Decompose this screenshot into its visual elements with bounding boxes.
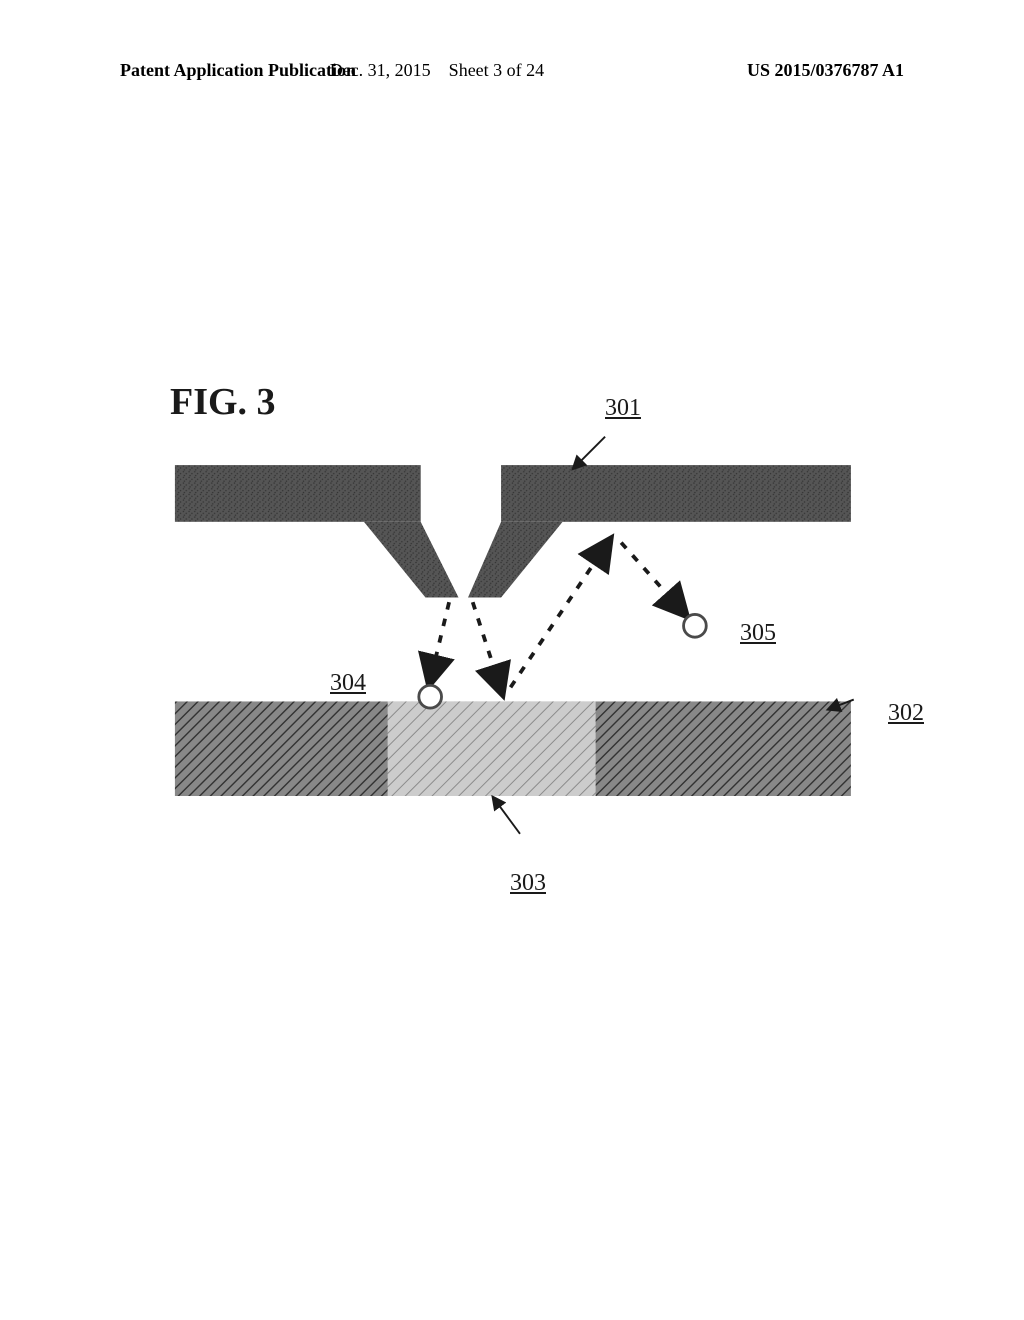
particle-trajectories <box>430 543 683 690</box>
label-303: 303 <box>510 870 546 897</box>
header-sheet: Sheet 3 of 24 <box>449 60 544 80</box>
figure-3-container: FIG. 3 <box>160 380 880 900</box>
particle-305 <box>684 614 707 637</box>
substrate <box>175 701 851 796</box>
label-301: 301 <box>605 395 641 422</box>
page-header: Patent Application Publication Dec. 31, … <box>0 60 1024 81</box>
header-date-sheet: Dec. 31, 2015 Sheet 3 of 24 <box>330 60 544 81</box>
nozzle-structure <box>175 465 851 597</box>
label-304: 304 <box>330 670 366 697</box>
particle-304 <box>419 685 442 708</box>
label-302: 302 <box>888 700 924 727</box>
header-date: Dec. 31, 2015 <box>330 60 431 80</box>
publication-number: US 2015/0376787 A1 <box>747 60 904 81</box>
publication-type: Patent Application Publication <box>120 60 356 81</box>
label-305: 305 <box>740 620 776 647</box>
